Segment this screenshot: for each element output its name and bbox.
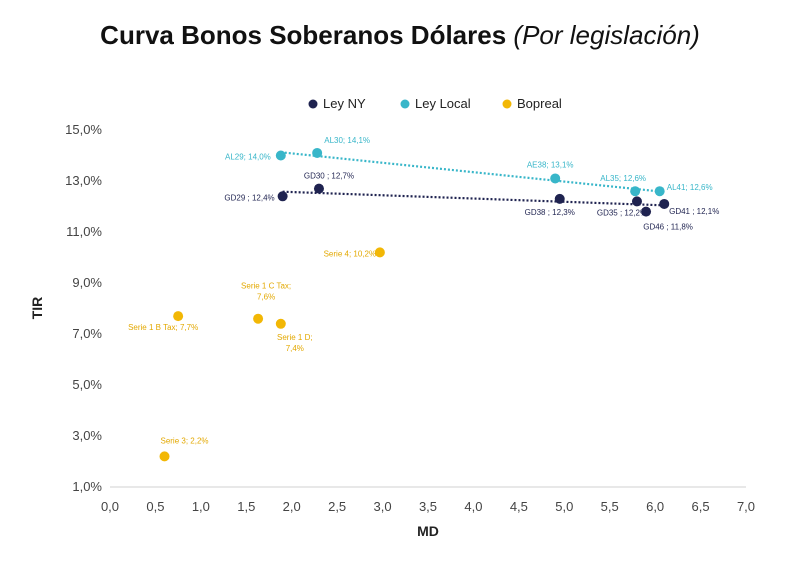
x-tick-label: 3,5 bbox=[419, 499, 437, 514]
y-tick-label: 15,0% bbox=[65, 122, 102, 137]
point-ley-ny bbox=[277, 191, 288, 202]
data-label-bopreal: Serie 1 D; 7,4% bbox=[277, 333, 313, 353]
point-ley-local bbox=[275, 150, 286, 161]
x-tick-label: 0,5 bbox=[146, 499, 164, 514]
x-tick-label: 5,0 bbox=[555, 499, 573, 514]
y-tick-label: 9,0% bbox=[72, 275, 102, 290]
legend-marker bbox=[400, 99, 410, 109]
legend-label: Ley Local bbox=[415, 96, 471, 111]
data-label-ley-ny: GD35 ; 12,2% bbox=[597, 208, 647, 217]
y-tick-label: 3,0% bbox=[72, 428, 102, 443]
trendlines bbox=[280, 151, 665, 207]
trendline-ley-ny bbox=[282, 190, 665, 207]
data-label-bopreal: Serie 1 C Tax; 7,6% bbox=[241, 282, 291, 302]
x-tick-label: 2,5 bbox=[328, 499, 346, 514]
axes: 1,0% 3,0% 5,0% 7,0% 9,0% 11,0% 13,0% 15,0% 0,0 0,… bbox=[65, 122, 755, 514]
x-tick-label: 1,0 bbox=[192, 499, 210, 514]
chart-title-block: Curva Bonos Soberanos Dólares (Por legis… bbox=[0, 20, 800, 51]
data-labels: GD29 ; 12,4% GD30 ; 12,7% GD38 ; 12,3% GD35… bbox=[128, 136, 719, 445]
legend-label: Ley NY bbox=[323, 96, 366, 111]
x-tick-label: 4,5 bbox=[510, 499, 528, 514]
legend-marker bbox=[502, 99, 512, 109]
point-bopreal bbox=[374, 247, 385, 258]
data-points bbox=[159, 147, 670, 462]
point-ley-ny bbox=[659, 198, 670, 209]
data-label-ley-ny: GD41 ; 12,1% bbox=[669, 207, 719, 216]
y-tick-label: 1,0% bbox=[72, 479, 102, 494]
y-tick-label: 13,0% bbox=[65, 173, 102, 188]
y-axis-label: TIR bbox=[29, 297, 45, 320]
x-tick-label: 6,0 bbox=[646, 499, 664, 514]
legend: Ley NY Ley Local Bopreal bbox=[308, 96, 562, 111]
point-ley-local bbox=[550, 173, 561, 184]
x-tick-label: 6,5 bbox=[692, 499, 710, 514]
x-tick-label: 2,0 bbox=[283, 499, 301, 514]
point-bopreal bbox=[275, 318, 286, 329]
point-ley-ny bbox=[554, 193, 565, 204]
data-label-ley-local: AL29; 14,0% bbox=[225, 153, 271, 162]
legend-marker bbox=[308, 99, 318, 109]
chart-title: Curva Bonos Soberanos Dólares bbox=[100, 20, 507, 50]
point-ley-ny bbox=[641, 206, 652, 217]
x-tick-label: 3,0 bbox=[374, 499, 392, 514]
point-ley-local bbox=[312, 147, 323, 158]
point-bopreal bbox=[159, 451, 170, 462]
data-label-ley-local: AE38; 13,1% bbox=[527, 160, 574, 169]
data-label-ley-ny: GD38 ; 12,3% bbox=[525, 208, 575, 217]
x-tick-label: 5,5 bbox=[601, 499, 619, 514]
point-bopreal bbox=[173, 311, 184, 322]
x-tick-label: 1,5 bbox=[237, 499, 255, 514]
point-bopreal bbox=[253, 313, 264, 324]
data-label-bopreal: Serie 1 B Tax; 7,7% bbox=[128, 323, 198, 332]
data-label-bopreal: Serie 4; 10,2% bbox=[324, 249, 376, 258]
data-label-ley-ny: GD30 ; 12,7% bbox=[304, 172, 354, 181]
trendline-ley-local bbox=[280, 151, 660, 193]
x-axis-label: MD bbox=[417, 523, 439, 539]
y-tick-label: 7,0% bbox=[72, 326, 102, 341]
data-label-ley-ny: GD46 ; 11,8% bbox=[643, 223, 693, 232]
data-label-ley-local: AL35; 12,6% bbox=[600, 174, 646, 183]
x-tick-label: 4,0 bbox=[464, 499, 482, 514]
chart-subtitle: (Por legislación) bbox=[513, 20, 700, 50]
data-label-ley-local: AL30; 14,1% bbox=[324, 136, 370, 145]
y-tick-label: 11,0% bbox=[66, 224, 102, 239]
data-label-bopreal: Serie 3; 2,2% bbox=[160, 436, 208, 445]
legend-label: Bopreal bbox=[517, 96, 562, 111]
data-label-ley-ny: GD29 ; 12,4% bbox=[224, 193, 274, 202]
x-tick-label: 7,0 bbox=[737, 499, 755, 514]
point-ley-ny bbox=[631, 196, 642, 207]
data-label-ley-local: AL41; 12,6% bbox=[667, 183, 713, 192]
point-ley-ny bbox=[313, 183, 324, 194]
point-ley-local bbox=[654, 186, 665, 197]
x-tick-label: 0,0 bbox=[101, 499, 119, 514]
y-tick-label: 5,0% bbox=[72, 377, 102, 392]
point-ley-local bbox=[630, 186, 641, 197]
